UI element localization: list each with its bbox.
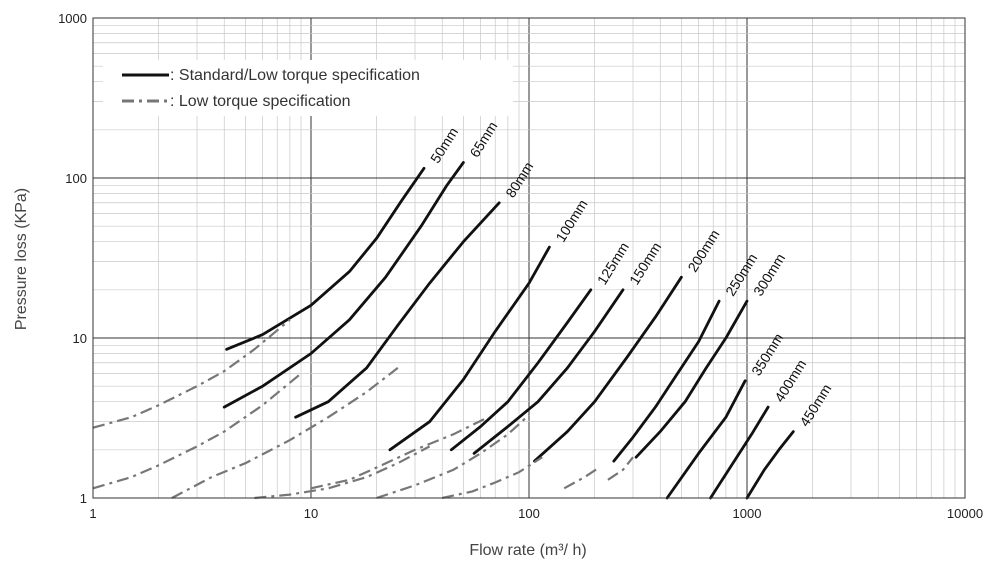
y-tick-label: 1000 (58, 11, 87, 26)
curve-label-100mm: 100mm (552, 197, 590, 245)
x-tick-label: 10 (304, 506, 318, 521)
series-line-100mm (388, 245, 551, 452)
low-torque-curve (310, 416, 489, 490)
curve-label-150mm: 150mm (626, 239, 664, 287)
x-tick-label: 100 (518, 506, 540, 521)
curve-label-80mm: 80mm (502, 159, 536, 200)
curve-label-400mm: 400mm (771, 357, 809, 405)
series-line-65mm (222, 161, 465, 409)
series-line-250mm (612, 299, 721, 463)
legend-label-dashdot: : Low torque specification (170, 93, 351, 110)
low-torque-curve (607, 456, 634, 481)
series-line-300mm (634, 299, 749, 459)
low-torque-curve (254, 445, 431, 500)
plot-frame (92, 17, 966, 499)
low-torque-curve (563, 466, 600, 490)
series-line-150mm (472, 288, 625, 455)
y-tick-label: 1 (80, 491, 87, 506)
legend-background (103, 60, 513, 116)
y-tick-label: 10 (73, 331, 87, 346)
low-torque-curve (171, 367, 399, 499)
y-axis-title: Pressure loss (KPa) (13, 188, 30, 330)
series-line-125mm (449, 288, 593, 452)
legend-label-solid: : Standard/Low torque specification (170, 67, 420, 84)
x-tick-label: 10000 (947, 506, 983, 521)
series-line-50mm (225, 166, 426, 351)
series-line-80mm (294, 201, 501, 419)
series-line-450mm (745, 430, 795, 500)
series-line-400mm (709, 405, 770, 500)
tick-labels: 1 10 100 1000 10000 1 10 100 1000 (58, 11, 983, 521)
curve-label-50mm: 50mm (427, 124, 461, 165)
low-torque-curve (92, 318, 291, 429)
x-axis-title: Flow rate (m³/ h) (469, 542, 586, 559)
x-tick-label: 1000 (733, 506, 762, 521)
low-torque-curve (376, 414, 530, 500)
low-torque-curve (441, 456, 543, 500)
series-group (92, 161, 795, 500)
legend: : Standard/Low torque specification : Lo… (103, 60, 513, 116)
series-line-350mm (665, 379, 747, 500)
y-tick-label: 100 (65, 171, 87, 186)
series-line-200mm (533, 275, 683, 463)
x-tick-label: 1 (89, 506, 96, 521)
curve-label-200mm: 200mm (684, 227, 722, 275)
